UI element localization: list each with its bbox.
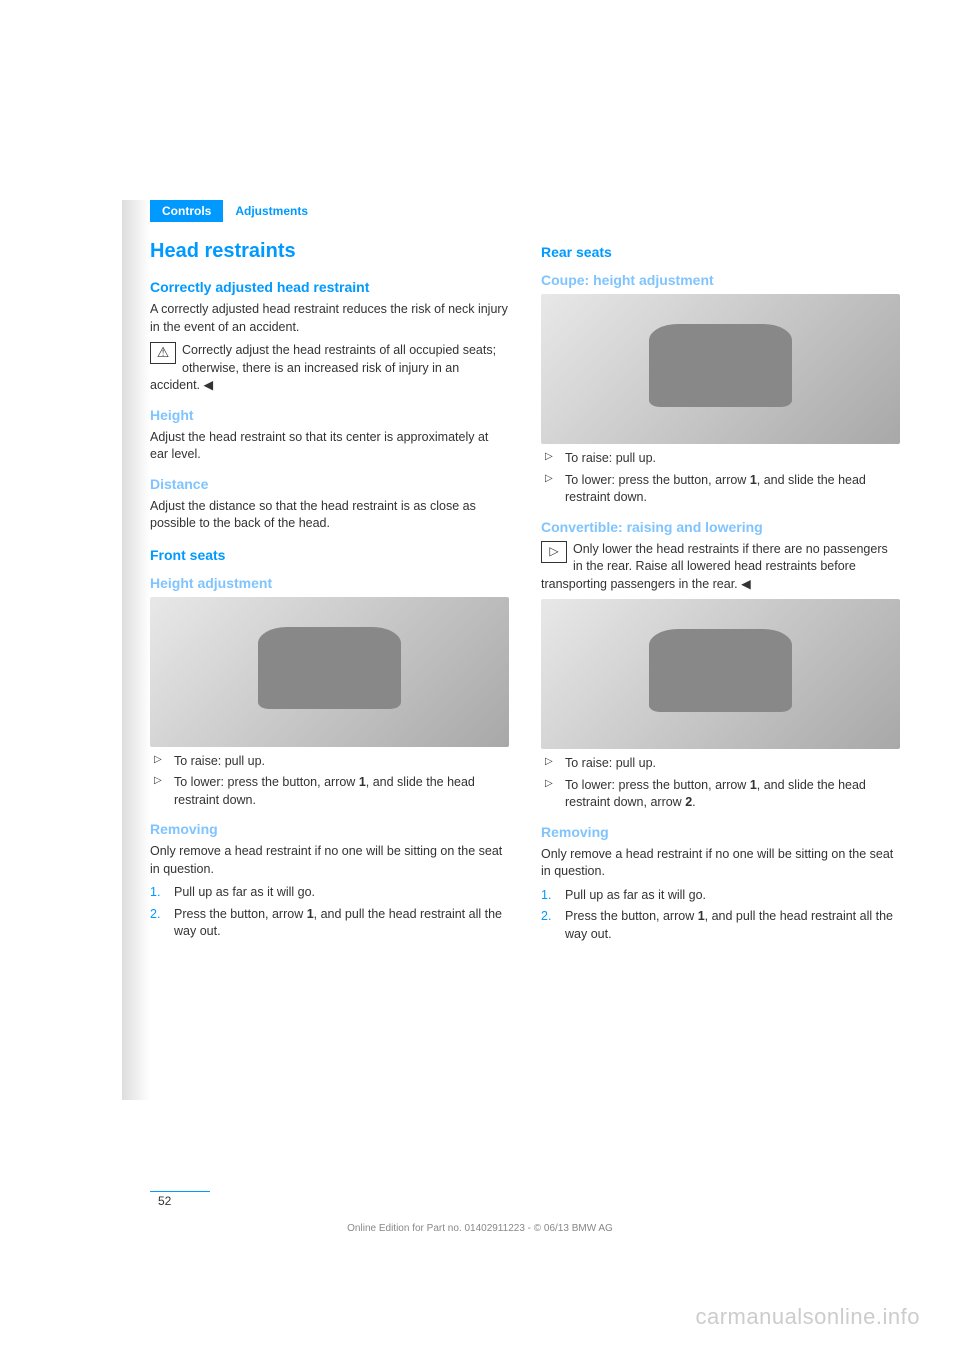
text: . — [692, 795, 695, 809]
left-column: Head restraints Correctly adjusted head … — [150, 240, 509, 947]
watermark: carmanualsonline.info — [695, 1304, 920, 1330]
note-block: Only lower the head restraints if there … — [541, 541, 900, 594]
list-coupe-adjust: To raise: pull up. To lower: press the b… — [541, 450, 900, 507]
heading-coupe: Coupe: height adjustment — [541, 272, 900, 288]
warning-icon — [150, 342, 176, 364]
right-column: Rear seats Coupe: height adjustment To r… — [541, 240, 900, 947]
list-convertible-adjust: To raise: pull up. To lower: press the b… — [541, 755, 900, 812]
list-item: 2.Press the button, arrow 1, and pull th… — [541, 908, 900, 943]
heading-height-adjustment: Height adjustment — [150, 575, 509, 591]
ref-number: 1 — [750, 473, 757, 487]
list-item: To lower: press the button, arrow 1, and… — [150, 774, 509, 809]
warning-block: Correctly adjust the head restraints of … — [150, 342, 509, 395]
ref-number: 1 — [307, 907, 314, 921]
list-front-adjust: To raise: pull up. To lower: press the b… — [150, 753, 509, 810]
heading-front-seats: Front seats — [150, 547, 509, 563]
list-item: 2.Press the button, arrow 1, and pull th… — [150, 906, 509, 941]
list-removing-rear: 1.Pull up as far as it will go. 2.Press … — [541, 887, 900, 944]
list-item: To raise: pull up. — [541, 755, 900, 773]
text: Press the button, arrow — [565, 909, 698, 923]
text: To lower: press the button, arrow — [565, 778, 750, 792]
figure-coupe-headrest — [541, 294, 900, 444]
note-text: Only lower the head restraints if there … — [541, 542, 888, 591]
para-removing-rear: Only remove a head restraint if no one w… — [541, 846, 900, 881]
heading-height: Height — [150, 407, 509, 423]
para-correct: A correctly adjusted head restraint redu… — [150, 301, 509, 336]
text: To lower: press the button, arrow — [174, 775, 359, 789]
heading-distance: Distance — [150, 476, 509, 492]
para-height: Adjust the head restraint so that its ce… — [150, 429, 509, 464]
ref-number: 1 — [750, 778, 757, 792]
note-icon — [541, 541, 567, 563]
text: Pull up as far as it will go. — [565, 888, 706, 902]
page-content: Head restraints Correctly adjusted head … — [0, 0, 960, 1358]
figure-convertible-headrest — [541, 599, 900, 749]
page-number-rule — [150, 1191, 210, 1193]
ref-number: 1 — [359, 775, 366, 789]
heading-convertible: Convertible: raising and lowering — [541, 519, 900, 535]
para-distance: Adjust the distance so that the head res… — [150, 498, 509, 533]
list-removing-front: 1.Pull up as far as it will go. 2.Press … — [150, 884, 509, 941]
heading-removing-front: Removing — [150, 821, 509, 837]
list-item: To raise: pull up. — [150, 753, 509, 771]
figure-front-headrest — [150, 597, 509, 747]
list-item: 1.Pull up as far as it will go. — [541, 887, 900, 905]
footer-text: Online Edition for Part no. 01402911223 … — [0, 1223, 960, 1234]
heading-correctly-adjusted: Correctly adjusted head restraint — [150, 279, 509, 295]
section-title: Head restraints — [150, 240, 509, 263]
list-item: To lower: press the button, arrow 1, and… — [541, 472, 900, 507]
list-item: To lower: press the button, arrow 1, and… — [541, 777, 900, 812]
heading-removing-rear: Removing — [541, 824, 900, 840]
list-item: 1.Pull up as far as it will go. — [150, 884, 509, 902]
warning-text: Correctly adjust the head restraints of … — [150, 343, 496, 392]
text: Pull up as far as it will go. — [174, 885, 315, 899]
heading-rear-seats: Rear seats — [541, 244, 900, 260]
text: Press the button, arrow — [174, 907, 307, 921]
para-removing-front: Only remove a head restraint if no one w… — [150, 843, 509, 878]
text: To lower: press the button, arrow — [565, 473, 750, 487]
list-item: To raise: pull up. — [541, 450, 900, 468]
page-number: 52 — [158, 1194, 171, 1208]
ref-number: 1 — [698, 909, 705, 923]
